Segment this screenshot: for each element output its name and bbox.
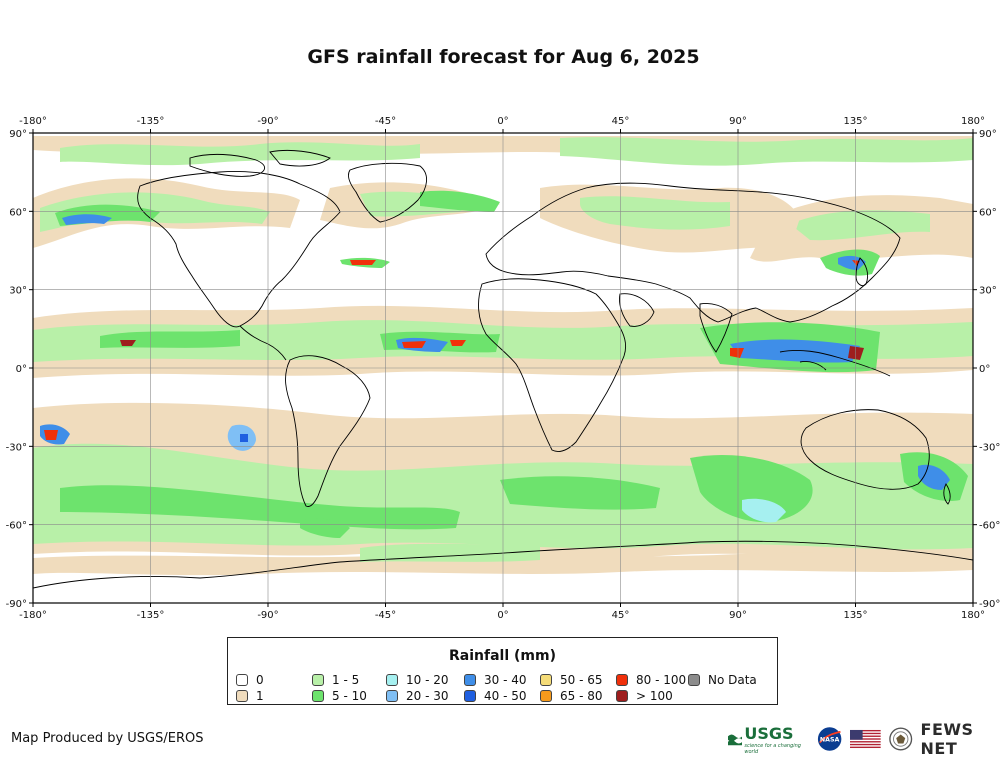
grid-lines: [33, 133, 973, 603]
x-tick-label-top: -90°: [257, 116, 278, 127]
x-tick-label-bottom: 0°: [497, 610, 508, 620]
x-tick-label-top: -135°: [137, 116, 165, 127]
legend-swatch: [386, 689, 398, 702]
y-tick-label-left: -30°: [6, 442, 27, 453]
y-tick-label-right: 60°: [979, 207, 997, 218]
legend-label: 1 - 5: [332, 672, 360, 687]
x-tick-label-top: 45°: [612, 116, 630, 127]
legend-label: No Data: [708, 672, 757, 687]
y-tick-label-right: 90°: [979, 129, 997, 140]
rainfall-map[interactable]: -180° -180° -135° -135° -90° -90° -45° -45° 0° 0°…: [0, 108, 1007, 620]
legend-swatch: [236, 689, 248, 702]
y-tick-label-left: 90°: [9, 129, 27, 140]
x-tick-label-bottom: -90°: [257, 610, 278, 620]
legend-item: 1: [236, 688, 264, 703]
x-tick-label-top: 0°: [497, 116, 508, 127]
legend-label: 10 - 20: [406, 672, 449, 687]
y-tick-label-right: -30°: [979, 442, 1000, 453]
x-tick-label-top: -45°: [375, 116, 396, 127]
legend-item: 30 - 40: [464, 672, 527, 687]
legend-item: 40 - 50: [464, 688, 527, 703]
legend-swatch: [688, 673, 700, 686]
legend-swatch: [616, 673, 628, 686]
y-tick-label-left: -90°: [6, 599, 27, 610]
x-tick-label-bottom: 180°: [961, 610, 985, 620]
legend-item: > 100: [616, 688, 673, 703]
legend-item: 50 - 65: [540, 672, 603, 687]
legend-swatch: [312, 689, 324, 702]
map-title: GFS rainfall forecast for Aug 6, 2025: [307, 46, 700, 68]
legend-swatch: [312, 673, 324, 686]
legend-item: 0: [236, 672, 264, 687]
usgs-logo: USGS science for a changing world: [728, 724, 809, 755]
usgs-wave-icon: [728, 734, 743, 746]
x-tick-label-bottom: 135°: [843, 610, 867, 620]
legend-swatch: [464, 673, 476, 686]
map-credit: Map Produced by USGS/EROS: [11, 731, 204, 746]
fews-net-logo: FEWS NET: [920, 720, 974, 758]
tick-labels: -180° -180° -135° -135° -90° -90° -45° -45° 0° 0°…: [6, 116, 1001, 620]
y-tick-label-left: 60°: [9, 207, 27, 218]
legend-item: 5 - 10: [312, 688, 367, 703]
legend-label: 5 - 10: [332, 688, 367, 703]
x-tick-label-top: -180°: [19, 116, 47, 127]
x-tick-label-bottom: -45°: [375, 610, 396, 620]
legend-item: 80 - 100: [616, 672, 686, 687]
legend-swatch: [386, 673, 398, 686]
legend-label: 40 - 50: [484, 688, 527, 703]
x-tick-label-bottom: 90°: [729, 610, 747, 620]
y-tick-label-right: 0°: [979, 364, 990, 375]
us-flag-icon: [850, 729, 882, 749]
legend-label: 0: [256, 672, 264, 687]
legend-item: 20 - 30: [386, 688, 449, 703]
legend-label: 20 - 30: [406, 688, 449, 703]
legend-item: 1 - 5: [312, 672, 359, 687]
legend-swatch: [616, 689, 628, 702]
legend-label: 1: [256, 688, 264, 703]
y-tick-label-left: -60°: [6, 521, 27, 532]
nasa-wordmark: NASA: [820, 737, 840, 744]
legend-swatch: [540, 673, 552, 686]
logo-strip: USGS science for a changing world NASA F…: [728, 720, 1007, 758]
x-tick-label-bottom: 45°: [612, 610, 630, 620]
legend-title: Rainfall (mm): [449, 648, 556, 664]
y-tick-label-left: 0°: [16, 364, 27, 375]
legend-label: > 100: [636, 688, 673, 703]
legend-item: 65 - 80: [540, 688, 603, 703]
y-tick-label-right: -90°: [979, 599, 1000, 610]
tick-marks: [29, 129, 977, 607]
legend-label: 80 - 100: [636, 672, 687, 687]
x-tick-label-bottom: -180°: [19, 610, 47, 620]
usgs-wordmark: USGS: [744, 723, 794, 743]
coastlines: [33, 149, 973, 589]
state-department-seal-icon: [889, 727, 913, 751]
x-tick-label-bottom: -135°: [137, 610, 165, 620]
usgs-tagline: science for a changing world: [744, 742, 801, 755]
legend-label: 30 - 40: [484, 672, 527, 687]
legend-item: 10 - 20: [386, 672, 449, 687]
x-tick-label-top: 135°: [843, 116, 867, 127]
legend-swatch: [464, 689, 476, 702]
y-tick-label-left: 30°: [9, 286, 27, 297]
x-tick-label-top: 90°: [729, 116, 747, 127]
nasa-logo-icon: NASA: [818, 727, 842, 751]
legend-label: 65 - 80: [560, 688, 603, 703]
legend-swatch: [540, 689, 552, 702]
y-tick-label-right: -60°: [979, 521, 1000, 532]
y-tick-label-right: 30°: [979, 286, 997, 297]
x-tick-label-top: 180°: [961, 116, 985, 127]
legend-swatch: [236, 673, 248, 686]
legend-label: 50 - 65: [560, 672, 603, 687]
legend-item: No Data: [688, 672, 757, 687]
